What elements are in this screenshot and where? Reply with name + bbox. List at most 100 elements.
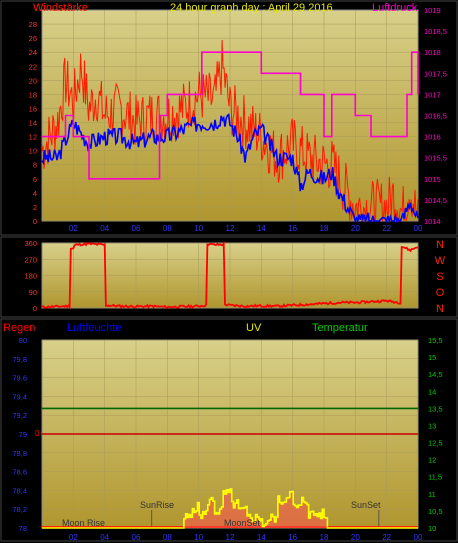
dir-tick-label: 180: [24, 272, 37, 281]
moon-set-annotation: MoonSet: [224, 518, 261, 528]
temperature-tick-label: 10: [428, 524, 436, 533]
temperature-label: Temperatur: [312, 322, 368, 334]
humidity-tick-label: 79,8: [12, 355, 27, 364]
bottom-x-tick-label: 00: [414, 533, 423, 542]
top-x-tick-label: 04: [100, 224, 109, 233]
temperature-tick-label: 14,5: [428, 370, 443, 379]
humidity-tick-label: 79: [19, 430, 27, 439]
wind-tick-label: 16: [29, 104, 37, 113]
top-x-tick-label: 22: [382, 224, 391, 233]
top-series: [41, 39, 419, 225]
top-x-tick-label: 20: [351, 224, 360, 233]
wind-tick-label: 28: [29, 20, 37, 29]
bottom-x-tick-label: 08: [163, 533, 172, 542]
top-x-tick-label: 14: [257, 224, 266, 233]
pressure-series: [42, 51, 419, 180]
compass-letter: W: [435, 255, 446, 267]
pressure-tick-label: 1014: [424, 217, 441, 226]
wind-tick-label: 2: [33, 203, 37, 212]
bottom-x-tick-label: 20: [351, 533, 360, 542]
temperature-tick-label: 13,5: [428, 404, 443, 413]
rain-zero-label: 0: [35, 429, 40, 438]
compass-letter: N: [436, 239, 444, 251]
pressure-tick-label: 1016: [424, 133, 441, 142]
humidity-label: Luftfeuchte: [67, 322, 121, 334]
wind-tick-label: 18: [29, 90, 37, 99]
dir-tick-label: 270: [24, 255, 37, 264]
humidity-tick-label: 80: [19, 336, 27, 345]
wind-tick-label: 14: [29, 119, 37, 128]
wind-tick-label: 10: [29, 147, 37, 156]
bottom-x-tick-label: 06: [132, 533, 141, 542]
sun-set-annotation: SunSet: [351, 500, 381, 510]
humidity-tick-label: 78,4: [12, 486, 27, 495]
wind-gust-series: [41, 39, 419, 223]
top-x-tick-label: 10: [194, 224, 203, 233]
top-x-tick-label: 18: [320, 224, 329, 233]
uv-label: UV: [246, 322, 262, 334]
humidity-tick-label: 78,6: [12, 468, 27, 477]
temperature-tick-label: 10,5: [428, 507, 443, 516]
humidity-tick-label: 78,8: [12, 449, 27, 458]
wind-direction-series: [41, 241, 419, 310]
wind-tick-label: 6: [33, 175, 37, 184]
dir-tick-label: 90: [29, 288, 37, 297]
direction-series: [41, 241, 419, 310]
pressure-tick-label: 1019: [424, 6, 441, 15]
pressure-tick-label: 1018,5: [424, 27, 447, 36]
moon-rise-annotation: Moon Rise: [62, 518, 105, 528]
temperature-tick-label: 14: [428, 387, 436, 396]
top-x-tick-label: 02: [69, 224, 78, 233]
compass-letter: N: [436, 303, 444, 315]
temperature-tick-label: 12: [428, 456, 436, 465]
bottom-x-tick-label: 02: [69, 533, 78, 542]
wind-tick-label: 12: [29, 133, 37, 142]
dir-tick-label: 0: [33, 304, 37, 313]
tick-labels: 024681012141618202224262810141014,510151…: [12, 6, 447, 542]
bottom-x-tick-label: 18: [320, 533, 329, 542]
top-x-tick-label: 12: [226, 224, 235, 233]
humidity-tick-label: 79,6: [12, 374, 27, 383]
temperature-tick-label: 11: [428, 490, 436, 499]
humidity-tick-label: 79,2: [12, 411, 27, 420]
humidity-tick-label: 79,4: [12, 392, 27, 401]
pressure-tick-label: 1014,5: [424, 196, 447, 205]
compass-letter: O: [436, 287, 445, 299]
top-x-tick-label: 06: [132, 224, 141, 233]
pressure-tick-label: 1017: [424, 90, 441, 99]
bottom-x-tick-label: 22: [382, 533, 391, 542]
uv-series: [42, 488, 418, 529]
bottom-x-tick-label: 12: [226, 533, 235, 542]
pressure-axis-title: Luftdruck: [372, 2, 418, 14]
wind-tick-label: 0: [33, 217, 37, 226]
compass-letter: S: [436, 271, 443, 283]
wind-tick-label: 22: [29, 62, 37, 71]
temperature-tick-label: 11,5: [428, 473, 442, 482]
wind-average-series: [41, 113, 419, 225]
temperature-tick-label: 12,5: [428, 439, 443, 448]
pressure-tick-label: 1015,5: [424, 154, 447, 163]
bottom-series: [42, 407, 418, 529]
top-x-tick-label: 08: [163, 224, 172, 233]
temperature-tick-label: 15,5: [428, 336, 443, 345]
rain-label: Regen: [3, 322, 35, 334]
bottom-x-tick-label: 14: [257, 533, 266, 542]
bottom-x-tick-label: 04: [100, 533, 109, 542]
temperature-tick-label: 13: [428, 421, 436, 430]
pressure-tick-label: 1016,5: [424, 112, 447, 121]
humidity-tick-label: 78: [19, 524, 27, 533]
wind-tick-label: 8: [33, 161, 37, 170]
top-x-tick-label: 16: [288, 224, 297, 233]
bottom-x-tick-label: 16: [288, 533, 297, 542]
wind-tick-label: 26: [29, 34, 37, 43]
temperature-tick-label: 15: [428, 353, 436, 362]
bottom-x-tick-label: 10: [194, 533, 203, 542]
wind-axis-title: Windstärke: [33, 2, 88, 14]
humidity-tick-label: 78,2: [12, 505, 27, 514]
pressure-tick-label: 1015: [424, 175, 441, 184]
wind-tick-label: 4: [33, 189, 37, 198]
sun-rise-annotation: SunRise: [140, 500, 174, 510]
